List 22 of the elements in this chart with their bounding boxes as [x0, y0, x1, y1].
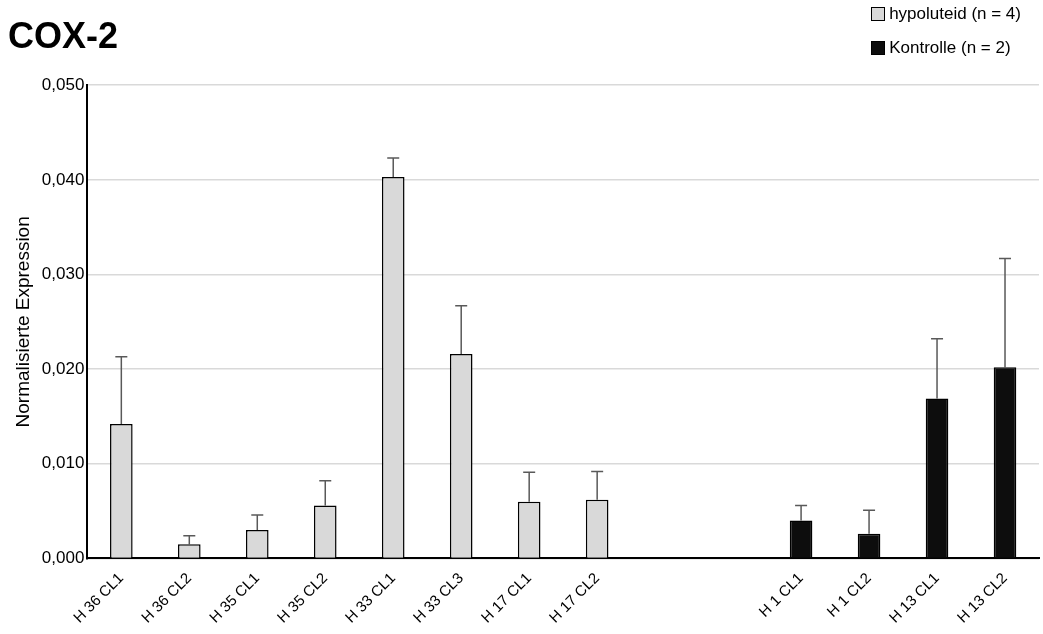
legend-label: Kontrolle (n = 2)	[889, 38, 1011, 58]
y-tick-label: 0,050	[41, 74, 85, 94]
x-tick-label: H 13 CL1	[885, 568, 943, 626]
x-tick-label: H 1 CL2	[823, 568, 875, 620]
y-tick-label: 0,000	[41, 548, 85, 568]
x-tick-label: H 33 CL3	[409, 568, 467, 626]
x-tick-label: H 36 CL2	[137, 568, 195, 626]
x-tick-label: H 35 CL2	[273, 568, 331, 626]
chart-title: COX-2	[8, 14, 119, 56]
x-tick-label: H 17 CL1	[477, 568, 535, 626]
y-tick-label: 0,020	[41, 358, 85, 378]
x-tick-label: H 13 CL2	[953, 568, 1011, 626]
y-tick-label: 0,030	[41, 264, 85, 284]
x-tick-label: H 33 CL1	[341, 568, 399, 626]
x-tick-label: H 1 CL1	[755, 568, 807, 620]
x-tick-label: H 35 CL1	[205, 568, 263, 626]
y-tick-label: 0,040	[41, 169, 85, 189]
y-axis-title: Normalisierte Expression	[11, 216, 33, 428]
legend-label: hypoluteid (n = 4)	[889, 4, 1021, 24]
y-tick-label: 0,010	[41, 453, 85, 473]
x-tick-label: H 17 CL2	[545, 568, 603, 626]
x-tick-label: H 36 CL1	[69, 568, 127, 626]
